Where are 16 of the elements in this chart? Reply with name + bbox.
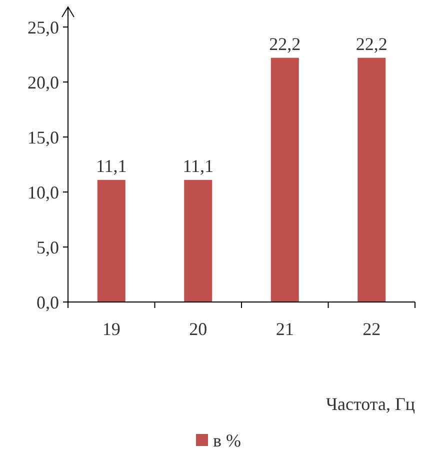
y-tick-label: 15,0 <box>28 127 59 148</box>
y-tick-label: 25,0 <box>28 17 59 38</box>
y-tick-label: 0,0 <box>36 292 59 312</box>
data-label: 11,1 <box>182 156 214 176</box>
data-label: 22,2 <box>356 34 388 54</box>
x-tick-label: 19 <box>102 319 120 339</box>
x-tick-label: 20 <box>189 319 208 339</box>
legend-label: в % <box>213 430 241 450</box>
data-label: 11,1 <box>96 156 127 176</box>
y-tick-label: 10,0 <box>28 182 59 202</box>
data-label: 22,2 <box>269 34 301 54</box>
x-tick-label: 21 <box>276 319 294 339</box>
x-axis-title: Частота, Гц <box>326 394 416 414</box>
y-tick-label: 20,0 <box>28 72 59 92</box>
y-tick-label: 5,0 <box>36 237 59 258</box>
x-tick-label: 22 <box>362 319 381 339</box>
